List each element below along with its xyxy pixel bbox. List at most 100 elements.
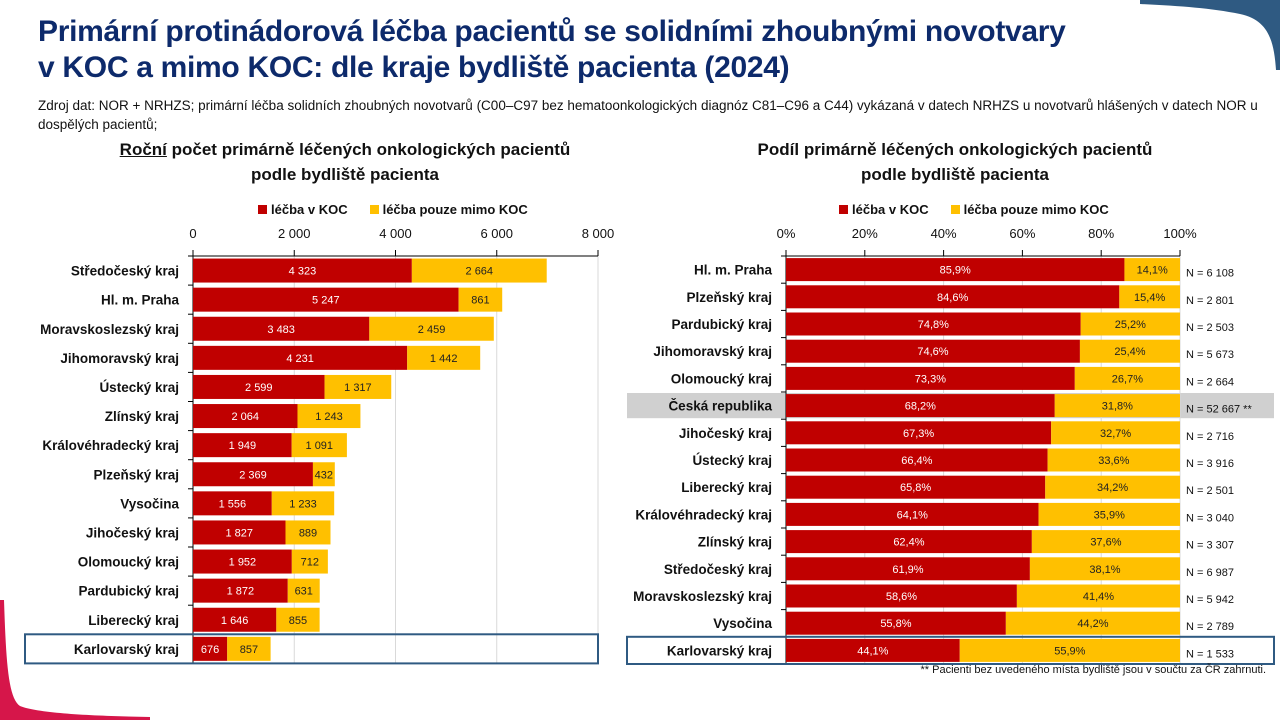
category-label: Zlínský kraj (698, 535, 772, 550)
bar-segment-mimo (271, 491, 335, 516)
bar-segment-mimo (227, 636, 271, 661)
category-label: Jihomoravský kraj (60, 351, 179, 366)
category-label: Pardubický kraj (78, 584, 179, 599)
n-label: N = 2 789 (1186, 621, 1234, 633)
legend-label-koc: léčba v KOC (271, 202, 348, 217)
bar-segment-mimo (1038, 502, 1180, 526)
data-label-mimo: 1 317 (344, 382, 372, 394)
data-label-koc: 62,4% (893, 537, 924, 549)
data-label-koc: 2 599 (245, 382, 273, 394)
legend-swatch-mimo (950, 205, 960, 214)
bar-segment-koc (193, 549, 292, 574)
data-label-mimo: 1 442 (430, 353, 458, 365)
n-label: N = 2 501 (1186, 485, 1234, 497)
x-tick-label: 100% (1163, 226, 1197, 241)
data-label-mimo: 1 233 (289, 498, 317, 510)
category-label: Královéhradecký kraj (635, 507, 772, 522)
x-tick-label: 8 000 (582, 226, 615, 241)
category-label: Pardubický kraj (671, 317, 772, 332)
data-label-koc: 2 369 (239, 469, 267, 481)
category-label: Středočeský kraj (71, 264, 179, 279)
bar-segment-mimo (458, 287, 503, 312)
bar-segment-koc (786, 557, 1030, 581)
legend-swatch-mimo (369, 205, 379, 214)
data-label-mimo: 432 (315, 469, 333, 481)
category-label: Hl. m. Praha (101, 293, 180, 308)
right-chart-title-line2: podle bydliště pacienta (861, 165, 1049, 184)
legend-label-mimo: léčba pouze mimo KOC (382, 202, 528, 217)
legend-item-koc: léčba v KOC (258, 202, 348, 217)
bar-segment-koc (193, 607, 277, 632)
bar-segment-mimo (1080, 312, 1180, 336)
data-label-koc: 44,1% (857, 645, 888, 657)
bar-segment-koc (786, 584, 1017, 608)
data-label-koc: 65,8% (900, 482, 931, 494)
page-title-line2: v KOC a mimo KOC: dle kraje bydliště pac… (38, 51, 790, 84)
data-label-koc: 4 231 (286, 353, 314, 365)
bar-segment-mimo (1124, 258, 1180, 282)
n-label: N = 2 716 (1186, 431, 1234, 443)
x-tick-label: 80% (1088, 226, 1114, 241)
bar-segment-koc (786, 258, 1125, 282)
data-label-koc: 68,2% (905, 401, 936, 413)
data-label-koc: 73,3% (915, 373, 946, 385)
data-label-mimo: 857 (240, 644, 258, 656)
page-title-line1: Primární protinádorová léčba pacientů se… (38, 15, 1066, 48)
category-label: Moravskoslezský kraj (633, 589, 772, 604)
bar-segment-koc (193, 636, 228, 661)
left-chart-title-rest: počet primárně léčených onkologických pa… (166, 140, 571, 159)
n-label: N = 5 673 (1186, 349, 1234, 361)
bar-segment-koc (786, 502, 1039, 526)
bar-segment-koc (786, 638, 960, 662)
data-label-koc: 74,8% (918, 319, 949, 331)
bar-segment-mimo (411, 258, 547, 283)
data-label-koc: 1 646 (221, 615, 249, 627)
bar-segment-koc (193, 345, 408, 370)
bar-segment-mimo (369, 316, 494, 341)
x-tick-label: 60% (1009, 226, 1035, 241)
n-label: N = 3 307 (1186, 540, 1234, 552)
bar-segment-mimo (1051, 421, 1180, 445)
n-label: N = 2 503 (1186, 322, 1234, 334)
highlight-box (626, 635, 1275, 665)
category-label: Jihočeský kraj (679, 426, 772, 441)
bar-segment-mimo (324, 374, 392, 399)
bar-segment-mimo (407, 345, 481, 370)
data-label-koc: 1 556 (219, 498, 247, 510)
data-label-mimo: 2 664 (466, 266, 494, 278)
bar-segment-mimo (312, 462, 335, 487)
legend-label-koc: léčba v KOC (852, 202, 929, 217)
data-label-mimo: 855 (289, 615, 307, 627)
bar-segment-mimo (291, 433, 347, 458)
data-label-koc: 5 247 (312, 295, 340, 307)
bar-segment-koc (786, 475, 1046, 499)
data-label-mimo: 44,2% (1077, 618, 1108, 630)
category-label: Olomoucký kraj (78, 555, 179, 570)
data-label-koc: 2 064 (231, 411, 259, 423)
bar-segment-mimo (1045, 475, 1180, 499)
bar-segment-mimo (1005, 611, 1180, 635)
data-label-mimo: 25,4% (1114, 346, 1145, 358)
category-label: Olomoucký kraj (671, 371, 772, 386)
bar-segment-koc (193, 491, 272, 516)
category-label: Česká republika (668, 399, 772, 414)
left-chart-legend: léčba v KOC léčba pouze mimo KOC (258, 202, 528, 217)
data-label-mimo: 34,2% (1097, 482, 1128, 494)
bar-segment-koc (786, 366, 1075, 390)
highlight-box (24, 633, 599, 665)
bar-segment-mimo (287, 578, 320, 603)
data-label-koc: 66,4% (901, 455, 932, 467)
bar-segment-koc (786, 448, 1048, 472)
bar-segment-koc (193, 287, 459, 312)
category-label: Plzeňský kraj (93, 467, 179, 482)
x-tick-label: 2 000 (278, 226, 311, 241)
left-chart-title: Roční počet primárně léčených onkologick… (40, 137, 650, 187)
bar-segment-mimo (276, 607, 320, 632)
data-label-koc: 1 949 (229, 440, 257, 452)
data-label-mimo: 1 091 (306, 440, 334, 452)
x-tick-label: 0% (777, 226, 796, 241)
page-title: Primární protinádorová léčba pacientů se… (38, 14, 1138, 86)
bar-segment-mimo (291, 549, 328, 574)
x-tick-label: 4 000 (379, 226, 412, 241)
footnote: ** Pacienti bez uvedeného místa bydliště… (920, 664, 1266, 676)
